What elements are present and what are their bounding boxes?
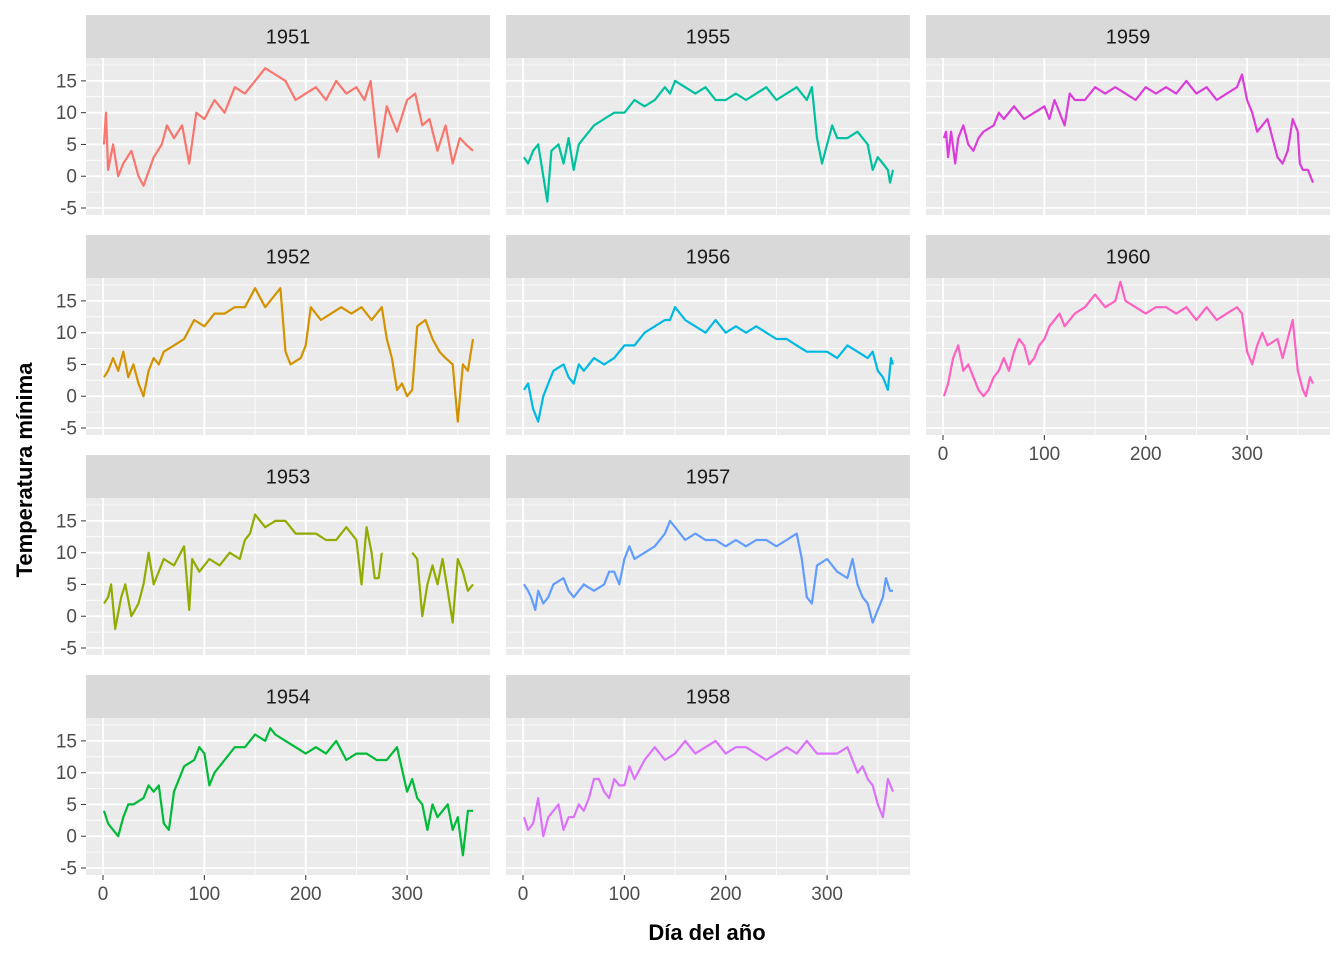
x-tick-label: 0 (98, 884, 109, 905)
series-line-1958 (522, 739, 895, 838)
facet-strip (506, 675, 910, 718)
facet-strip (506, 15, 910, 58)
x-tick-label: 100 (189, 884, 221, 905)
facet-strip-label: 1953 (266, 467, 311, 489)
facet-panel-1956: 1956 (506, 235, 910, 435)
facet-strip (506, 455, 910, 498)
facet-panel-1954: 1954 (86, 675, 490, 875)
y-tick-label: 10 (56, 763, 77, 784)
series-line-1955 (523, 79, 895, 203)
series-line-1959 (942, 73, 1315, 184)
y-tick-label: 15 (56, 71, 77, 92)
y-tick-label: -5 (60, 199, 77, 220)
facet-strip-label: 1960 (1106, 247, 1151, 269)
facet-panel-1951: 1951 (86, 15, 490, 215)
facet-strip (506, 235, 910, 278)
facet-strip (86, 235, 490, 278)
facet-strip (926, 15, 1330, 58)
y-tick-label: 5 (66, 355, 77, 376)
facet-panel-1960: 1960 (926, 235, 1330, 435)
x-tick-label: 100 (1029, 444, 1061, 465)
facet-strip (86, 455, 490, 498)
x-tick-label: 200 (290, 884, 322, 905)
x-tick-label: 200 (1130, 444, 1162, 465)
y-tick-label: 0 (66, 607, 77, 628)
y-tick-label: 15 (56, 731, 77, 752)
y-tick-label: 5 (66, 795, 77, 816)
facet-strip-label: 1955 (686, 27, 731, 49)
facet-strip-label: 1952 (266, 247, 311, 269)
facet-panel-1957: 1957 (506, 455, 910, 655)
facet-strip (86, 675, 490, 718)
y-tick-label: -5 (60, 859, 77, 880)
series-line-1957 (523, 519, 893, 624)
series-line-1956 (523, 306, 895, 423)
x-axis-title: Día del año (648, 920, 765, 945)
x-tick-label: 300 (811, 884, 843, 905)
x-tick-label: 300 (1231, 444, 1263, 465)
facet-panels: 1951 1952 1953 1954 1955 1956 1957 1958 1959 1960 (86, 15, 1330, 875)
y-tick-label: 0 (66, 827, 77, 848)
y-axis-title: Temperatura mínima (12, 362, 37, 578)
x-tick-label: 200 (710, 884, 742, 905)
facet-strip-label: 1959 (1106, 27, 1151, 49)
series-line-1960 (942, 280, 1314, 398)
y-tick-label: -5 (60, 639, 77, 660)
series-line-1953 (103, 513, 474, 630)
y-tick-label: 15 (56, 511, 77, 532)
x-tick-label: 100 (609, 884, 641, 905)
series-line-1951 (102, 67, 474, 187)
series-line-1952 (103, 287, 475, 423)
facet-strip-label: 1954 (266, 687, 311, 709)
y-tick-label: 10 (56, 323, 77, 344)
y-tick-label: 10 (56, 543, 77, 564)
y-tick-label: 5 (66, 135, 77, 156)
facet-panel-1955: 1955 (506, 15, 910, 215)
y-tick-label: 5 (66, 575, 77, 596)
y-tick-label: 10 (56, 103, 77, 124)
facet-strip (926, 235, 1330, 278)
y-axes: -5 0 5 10 15 -5 0 5 10 15 -5 0 5 10 15 -5 0 5 10 15 (56, 71, 86, 880)
facet-strip-label: 1957 (686, 467, 731, 489)
facet-strip-label: 1951 (266, 27, 311, 49)
facet-panel-1958: 1958 (506, 675, 910, 875)
y-tick-label: 0 (66, 387, 77, 408)
x-tick-label: 300 (391, 884, 423, 905)
series-line-1954 (102, 727, 473, 857)
facet-strip (86, 15, 490, 58)
x-tick-label: 0 (938, 444, 949, 465)
x-axes: 0 100 200 300 0 100 200 300 0 100 200 300 (98, 435, 1263, 905)
x-tick-label: 0 (518, 884, 529, 905)
y-tick-label: -5 (60, 419, 77, 440)
facet-strip-label: 1958 (686, 687, 731, 709)
facet-panel-1952: 1952 (86, 235, 490, 435)
y-tick-label: 0 (66, 167, 77, 188)
facet-panel-1959: 1959 (926, 15, 1330, 215)
y-tick-label: 15 (56, 291, 77, 312)
facet-panel-1953: 1953 (86, 455, 490, 655)
facet-strip-label: 1956 (686, 247, 731, 269)
